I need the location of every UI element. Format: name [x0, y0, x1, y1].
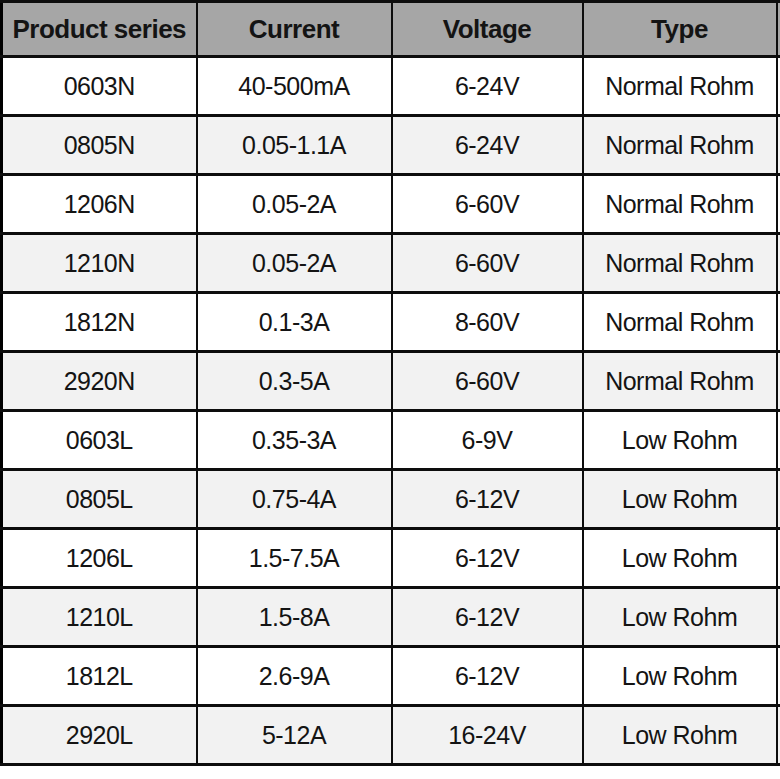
cell-product-series: 1210N [2, 234, 197, 293]
column-header-type: Type [583, 2, 777, 57]
cell-current: 0.05-2A [197, 175, 392, 234]
table-row: 2920N 0.3-5A 6-60V Normal Rohm [2, 352, 780, 411]
cell-type: Low Rohm [583, 470, 777, 529]
cell-voltage: 6-12V [392, 470, 583, 529]
table-row: 1210N 0.05-2A 6-60V Normal Rohm [2, 234, 780, 293]
cell-voltage: 6-24V [392, 57, 583, 116]
cropped-column-cell [777, 352, 780, 411]
cell-type: Low Rohm [583, 411, 777, 470]
cell-product-series: 1812N [2, 293, 197, 352]
cell-product-series: 1812L [2, 647, 197, 706]
cell-product-series: 0603L [2, 411, 197, 470]
cropped-column-cell [777, 57, 780, 116]
cell-current: 0.1-3A [197, 293, 392, 352]
table-row: 0603N 40-500mA 6-24V Normal Rohm [2, 57, 780, 116]
cell-product-series: 1206N [2, 175, 197, 234]
column-header-current: Current [197, 2, 392, 57]
table-row: 0805L 0.75-4A 6-12V Low Rohm [2, 470, 780, 529]
cell-product-series: 0603N [2, 57, 197, 116]
table-row: 2920L 5-12A 16-24V Low Rohm [2, 706, 780, 765]
cropped-column-cell [777, 529, 780, 588]
cropped-column-cell [777, 175, 780, 234]
table-row: 1210L 1.5-8A 6-12V Low Rohm [2, 588, 780, 647]
cell-current: 0.75-4A [197, 470, 392, 529]
cell-type: Normal Rohm [583, 116, 777, 175]
column-header-voltage: Voltage [392, 2, 583, 57]
cell-current: 0.3-5A [197, 352, 392, 411]
cell-current: 0.05-1.1A [197, 116, 392, 175]
cell-voltage: 6-24V [392, 116, 583, 175]
cell-current: 5-12A [197, 706, 392, 765]
cell-type: Normal Rohm [583, 293, 777, 352]
cell-voltage: 6-12V [392, 529, 583, 588]
cell-type: Low Rohm [583, 588, 777, 647]
cell-voltage: 6-60V [392, 234, 583, 293]
cell-type: Low Rohm [583, 647, 777, 706]
table-row: 1206L 1.5-7.5A 6-12V Low Rohm [2, 529, 780, 588]
column-header-product-series: Product series [2, 2, 197, 57]
cell-voltage: 6-9V [392, 411, 583, 470]
cell-current: 2.6-9A [197, 647, 392, 706]
cropped-column-cell [777, 234, 780, 293]
cropped-column-cell [777, 293, 780, 352]
cell-type: Normal Rohm [583, 57, 777, 116]
table-row: 0603L 0.35-3A 6-9V Low Rohm [2, 411, 780, 470]
table-row: 1206N 0.05-2A 6-60V Normal Rohm [2, 175, 780, 234]
cropped-column-cell [777, 647, 780, 706]
cell-product-series: 1210L [2, 588, 197, 647]
cell-current: 1.5-8A [197, 588, 392, 647]
cropped-column-cell [777, 470, 780, 529]
cell-voltage: 6-60V [392, 352, 583, 411]
cropped-column-cell [777, 588, 780, 647]
cropped-column-header [777, 2, 780, 57]
cell-current: 0.35-3A [197, 411, 392, 470]
cell-type: Normal Rohm [583, 175, 777, 234]
cropped-column-cell [777, 116, 780, 175]
cell-type: Normal Rohm [583, 234, 777, 293]
cropped-column-cell [777, 706, 780, 765]
cell-current: 40-500mA [197, 57, 392, 116]
cell-product-series: 2920L [2, 706, 197, 765]
cell-voltage: 16-24V [392, 706, 583, 765]
cell-product-series: 0805L [2, 470, 197, 529]
table-row: 1812L 2.6-9A 6-12V Low Rohm [2, 647, 780, 706]
cell-voltage: 6-60V [392, 175, 583, 234]
table-row: 0805N 0.05-1.1A 6-24V Normal Rohm [2, 116, 780, 175]
table-row: 1812N 0.1-3A 8-60V Normal Rohm [2, 293, 780, 352]
header-row: Product series Current Voltage Type [2, 2, 780, 57]
cell-type: Normal Rohm [583, 352, 777, 411]
cell-product-series: 0805N [2, 116, 197, 175]
cell-voltage: 6-12V [392, 588, 583, 647]
cell-type: Low Rohm [583, 529, 777, 588]
cell-product-series: 1206L [2, 529, 197, 588]
cell-current: 1.5-7.5A [197, 529, 392, 588]
cell-product-series: 2920N [2, 352, 197, 411]
cell-current: 0.05-2A [197, 234, 392, 293]
cell-voltage: 8-60V [392, 293, 583, 352]
cropped-column-cell [777, 411, 780, 470]
cell-type: Low Rohm [583, 706, 777, 765]
product-spec-table: Product series Current Voltage Type 0603… [0, 0, 780, 766]
cell-voltage: 6-12V [392, 647, 583, 706]
